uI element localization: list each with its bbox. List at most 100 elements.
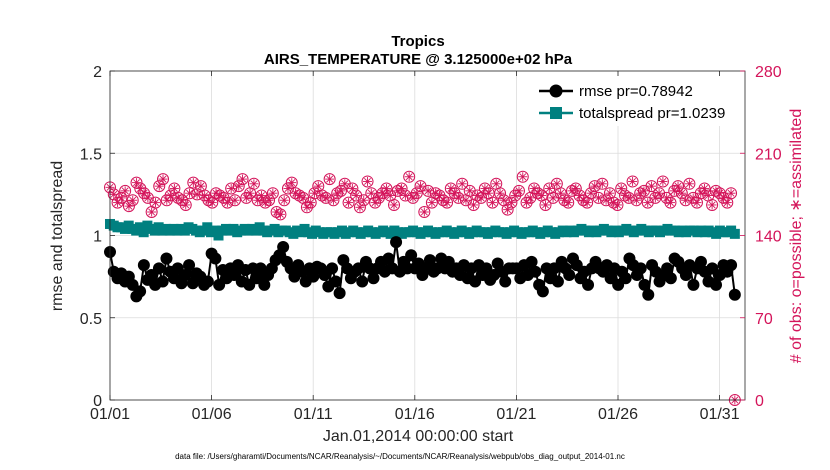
obs-assimilated-point: [643, 198, 653, 208]
obs-possible-point: [107, 188, 120, 201]
obs-possible-point: [672, 180, 685, 193]
obs-possible-point: [520, 196, 533, 209]
obs-assimilated-point: [381, 184, 391, 193]
obs-assimilated-point: [434, 191, 444, 201]
obs-possible-point: [418, 206, 431, 218]
rmse-point: [687, 278, 700, 291]
obs-assimilated-point: [514, 186, 524, 196]
x-axis: 01/01 01/06 01/11 01/16 01/21 01/26 01/31: [90, 71, 740, 423]
obs-assimilated-point: [400, 191, 410, 201]
obs-possible-point: [615, 182, 628, 195]
obs-possible-point: [706, 198, 719, 211]
y-right-tick-label: 0: [755, 393, 764, 410]
obs-assimilated-point: [200, 191, 210, 201]
obs-assimilated-point: [571, 184, 581, 193]
obs-possible-point: [709, 184, 722, 197]
obs-assimilated-point: [298, 193, 308, 203]
y-axis-left: 0 0.5 1 1.5 2: [80, 64, 115, 410]
rmse-point: [179, 268, 192, 281]
rmse-point: [329, 275, 342, 288]
obs-assimilated-point: [109, 189, 119, 199]
obs-possible-point: [270, 206, 283, 218]
obs-possible-point: [293, 189, 306, 202]
obs-assimilated-point: [601, 195, 611, 205]
obs-possible-point: [353, 201, 366, 214]
obs-assimilated-point: [453, 193, 463, 203]
rmse-point: [582, 278, 595, 291]
obs-assimilated-point: [624, 193, 634, 203]
obs-possible-point: [512, 184, 525, 197]
totalspread-series: [105, 218, 740, 241]
obs-assimilated-point: [662, 193, 672, 203]
obs-possible-point: [138, 187, 151, 200]
rmse-point: [160, 252, 173, 265]
obs-assimilated-point: [631, 195, 641, 205]
obs-assimilated-point: [484, 188, 494, 198]
obs-possible-point: [278, 194, 291, 207]
obs-assimilated-point: [128, 195, 138, 205]
obs-possible-point: [153, 180, 166, 193]
obs-assimilated-point: [582, 198, 592, 208]
obs-assimilated-point: [139, 188, 149, 198]
obs-assimilated-point: [351, 191, 361, 201]
y-tick-label: 0.5: [80, 311, 102, 328]
obs-possible-point: [509, 189, 522, 202]
obs-possible-point: [236, 173, 249, 186]
obs-possible-point: [179, 198, 192, 211]
obs-possible-point: [380, 182, 393, 195]
obs-assimilated-point: [370, 198, 380, 208]
obs-assimilated-point: [177, 195, 187, 205]
obs-possible-point: [664, 196, 677, 209]
obs-assimilated-point: [249, 179, 259, 189]
obs-assimilated-point: [245, 188, 255, 198]
obs-assimilated-point: [241, 193, 251, 203]
obs-assimilated-point: [408, 193, 418, 203]
totalspread-point: [729, 228, 740, 239]
x-tick-label: 01/01: [90, 406, 130, 423]
obs-assimilated-point: [665, 198, 675, 208]
obs-assimilated-point: [647, 181, 657, 191]
obs-assimilated-point: [487, 198, 497, 208]
obs-assimilated-point: [522, 198, 532, 208]
obs-assimilated-point: [306, 198, 316, 208]
rmse-point: [642, 288, 655, 301]
obs-possible-point: [395, 182, 408, 195]
chart-subtitle: AIRS_TEMPERATURE @ 3.125000e+02 hPa: [264, 51, 573, 68]
obs-assimilated-point: [234, 181, 244, 191]
obs-assimilated-point: [150, 198, 160, 208]
obs-assimilated-point: [188, 178, 198, 188]
obs-assimilated-point: [461, 195, 471, 205]
obs-assimilated-point: [404, 172, 414, 182]
obs-assimilated-point: [442, 198, 452, 208]
obs-assimilated-point: [616, 184, 626, 193]
obs-assimilated-point: [238, 174, 248, 184]
obs-possible-point: [191, 188, 204, 201]
obs-possible-point: [372, 191, 385, 204]
obs-assimilated-point: [590, 181, 600, 191]
obs-possible-point: [217, 191, 230, 204]
y-right-tick-label: 70: [755, 311, 773, 328]
obs-possible-point: [486, 196, 499, 209]
obs-possible-point: [516, 170, 529, 183]
legend-box: [533, 76, 741, 126]
obs-assimilated-point: [499, 195, 509, 205]
obs-assimilated-point: [207, 198, 217, 208]
obs-possible-point: [478, 182, 491, 195]
y-tick-label: 1.5: [80, 146, 102, 163]
totalspread-point: [138, 227, 149, 238]
obs-assimilated-point: [681, 195, 691, 205]
legend-rmse-label: rmse pr=0.78942: [579, 83, 693, 100]
obs-assimilated-point: [722, 198, 732, 208]
obs-assimilated-point: [692, 198, 702, 208]
rmse-point: [536, 285, 549, 298]
rmse-point: [134, 285, 147, 298]
rmse-point: [183, 259, 196, 272]
obs-assimilated-point: [416, 181, 426, 191]
obs-assimilated-point: [446, 184, 456, 193]
obs-assimilated-point: [537, 191, 547, 201]
obs-possible-point: [115, 191, 128, 204]
obs-possible-point: [528, 182, 541, 195]
obs-assimilated-point: [673, 181, 683, 191]
obs-possible-point: [554, 187, 567, 200]
obs-assimilated-point: [355, 202, 365, 212]
